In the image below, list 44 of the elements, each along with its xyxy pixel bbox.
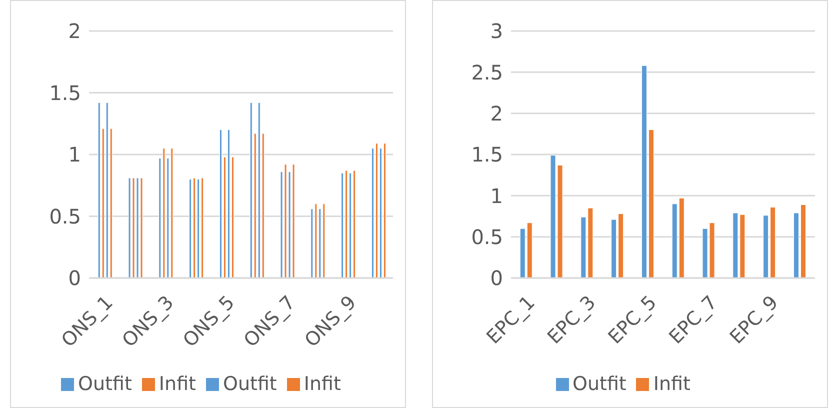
bar xyxy=(189,178,192,278)
y-tick-label: 1 xyxy=(490,184,503,208)
legend-label: Infit xyxy=(304,373,341,395)
y-tick-label: 0 xyxy=(68,266,81,290)
bar xyxy=(375,143,378,278)
y-tick-label: 0.5 xyxy=(471,224,503,249)
legend-label: Infit xyxy=(158,373,196,395)
bar xyxy=(322,204,326,278)
bar xyxy=(162,148,166,278)
y-tick-label: 2 xyxy=(68,19,81,44)
bar xyxy=(345,170,348,278)
bar xyxy=(132,178,135,278)
bar xyxy=(197,178,200,278)
bar xyxy=(98,102,100,278)
bar xyxy=(250,102,252,278)
bar xyxy=(341,172,344,278)
bar xyxy=(201,178,204,278)
y-tick-label: 1 xyxy=(68,142,81,167)
bar xyxy=(353,170,356,278)
y-tick-label: 0.5 xyxy=(49,204,81,228)
legend-label: Outfit xyxy=(572,373,626,395)
legend-label: Outfit xyxy=(78,373,132,395)
bar xyxy=(170,148,174,278)
y-tick-label: 2.5 xyxy=(471,60,503,84)
y-tick-label: 2 xyxy=(490,101,503,126)
bar xyxy=(258,102,260,278)
y-tick-label: 0 xyxy=(490,266,503,290)
y-tick-label: 1.5 xyxy=(471,142,503,167)
legend-label: Infit xyxy=(653,373,690,395)
bar xyxy=(219,130,222,278)
bar xyxy=(128,178,131,278)
bar xyxy=(106,102,108,278)
bar xyxy=(140,178,143,278)
bar xyxy=(227,130,230,278)
bar xyxy=(383,143,386,278)
bar xyxy=(292,164,295,278)
bar xyxy=(136,178,139,278)
y-tick-label: 1.5 xyxy=(49,80,81,105)
legend-label: Outfit xyxy=(223,373,277,395)
bar xyxy=(349,172,352,278)
bar xyxy=(193,178,196,278)
bar xyxy=(284,164,287,278)
y-tick-label: 3 xyxy=(490,19,503,44)
bar xyxy=(314,204,318,278)
